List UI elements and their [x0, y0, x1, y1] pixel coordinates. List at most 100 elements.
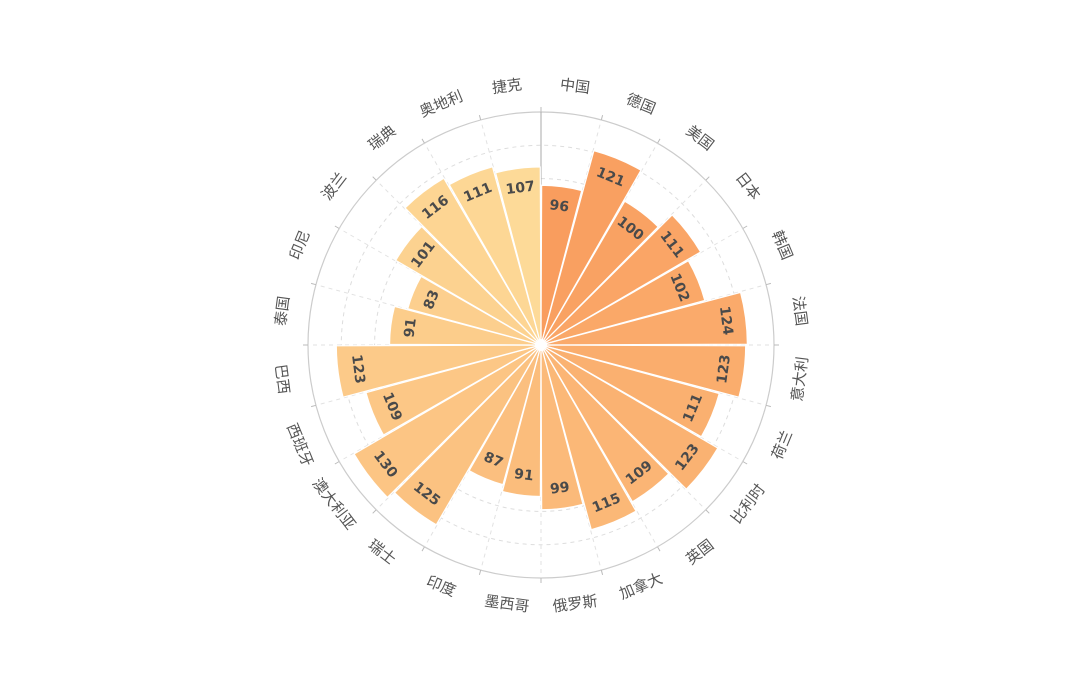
grid-spoke [480, 119, 542, 346]
grid-spoke [540, 344, 602, 571]
bar-sector[interactable] [365, 344, 542, 436]
value-label: 123 [348, 354, 368, 385]
category-label: 俄罗斯 [552, 592, 599, 616]
bar-sector[interactable] [540, 184, 583, 346]
grid-spoke [424, 142, 542, 346]
bar-sector[interactable] [394, 225, 542, 346]
axis-tick [421, 138, 425, 144]
bar-sector[interactable] [540, 149, 642, 346]
category-label: 美国 [683, 122, 718, 155]
category-label: 德国 [624, 90, 659, 118]
grid-spoke [540, 228, 744, 346]
bar-sector[interactable] [540, 344, 747, 398]
category-label: 日本 [732, 169, 765, 204]
axis-tick [600, 114, 604, 121]
category-label: 印度 [424, 572, 459, 600]
grid-spoke [540, 142, 658, 346]
category-label: 澳大利亚 [309, 475, 360, 534]
grid-spoke [540, 179, 707, 346]
grid-spoke [480, 344, 542, 571]
category-label: 墨西哥 [483, 592, 530, 616]
bar-sector[interactable] [468, 344, 542, 486]
axis-tick [600, 569, 604, 576]
bar-sector[interactable] [540, 214, 702, 346]
bar-sector[interactable] [540, 344, 584, 511]
value-label: 83 [421, 288, 443, 312]
bar-sector[interactable] [501, 344, 542, 498]
category-label: 波兰 [318, 169, 351, 204]
bar-sector[interactable] [494, 166, 542, 346]
axis-tick [705, 176, 710, 181]
grid-spoke [315, 344, 542, 406]
category-label: 西班牙 [283, 421, 317, 469]
axis-tick [310, 282, 317, 286]
category-label: 巴西 [271, 363, 293, 395]
value-label: 99 [549, 479, 570, 497]
bar-sector[interactable] [448, 166, 542, 346]
category-label: 法国 [789, 295, 811, 327]
axis-tick [372, 509, 377, 514]
axis-tick [742, 225, 748, 229]
category-label: 奥地利 [417, 87, 465, 121]
category-label: 瑞士 [365, 536, 400, 569]
grid-spoke [424, 344, 542, 548]
axis-tick [705, 509, 710, 514]
bars-layer [335, 149, 748, 531]
category-label: 韩国 [768, 228, 796, 263]
value-label: 96 [549, 197, 570, 215]
axis-tick [657, 138, 661, 144]
grid-layer [303, 107, 779, 583]
bar-sector[interactable] [540, 259, 706, 346]
value-label: 123 [714, 354, 734, 385]
value-label: 91 [513, 466, 534, 484]
bar-sector[interactable] [540, 344, 719, 491]
category-label: 比利时 [727, 481, 769, 528]
grid-spoke [315, 284, 542, 346]
bar-sector[interactable] [540, 291, 748, 346]
grid-ring [340, 144, 742, 546]
grid-spoke [375, 344, 542, 511]
bar-sector[interactable] [540, 344, 670, 503]
category-label: 泰国 [271, 295, 293, 327]
category-label: 印尼 [286, 228, 314, 263]
category-label: 意大利 [788, 356, 812, 403]
bar-sector[interactable] [393, 344, 542, 526]
bar-sector[interactable] [406, 275, 542, 346]
axis-tick [421, 546, 425, 552]
bar-sector[interactable] [540, 344, 637, 531]
category-label: 英国 [683, 536, 718, 569]
bar-sector[interactable] [540, 344, 720, 438]
grid-ring [374, 178, 708, 512]
value-label: 107 [505, 178, 536, 198]
category-label: 荷兰 [768, 428, 796, 463]
axis-tick [478, 114, 482, 121]
axis-tick [334, 225, 340, 229]
grid-spoke [540, 344, 744, 462]
grid-spoke [338, 228, 542, 346]
value-label: 87 [481, 449, 505, 471]
bar-sector[interactable] [404, 177, 542, 346]
category-label: 捷克 [491, 75, 523, 97]
grid-spoke [375, 179, 542, 346]
bar-sector[interactable] [335, 344, 542, 398]
axis-tick [310, 404, 317, 408]
category-label: 中国 [559, 75, 591, 97]
center-hub [535, 339, 547, 351]
bar-sector[interactable] [388, 305, 542, 346]
grid-spoke [338, 344, 542, 462]
value-label: 91 [401, 317, 419, 338]
axis-tick [334, 461, 340, 465]
grid-spoke [540, 344, 658, 548]
bar-sector[interactable] [540, 200, 660, 346]
bar-sector[interactable] [353, 344, 542, 499]
grid-spoke [540, 284, 767, 346]
grid-spoke [540, 344, 767, 406]
axis-tick [657, 546, 661, 552]
axis-tick [742, 461, 748, 465]
axis-tick [372, 176, 377, 181]
axis-tick [478, 569, 482, 576]
category-label: 加拿大 [617, 569, 665, 603]
category-label: 瑞典 [365, 122, 400, 155]
